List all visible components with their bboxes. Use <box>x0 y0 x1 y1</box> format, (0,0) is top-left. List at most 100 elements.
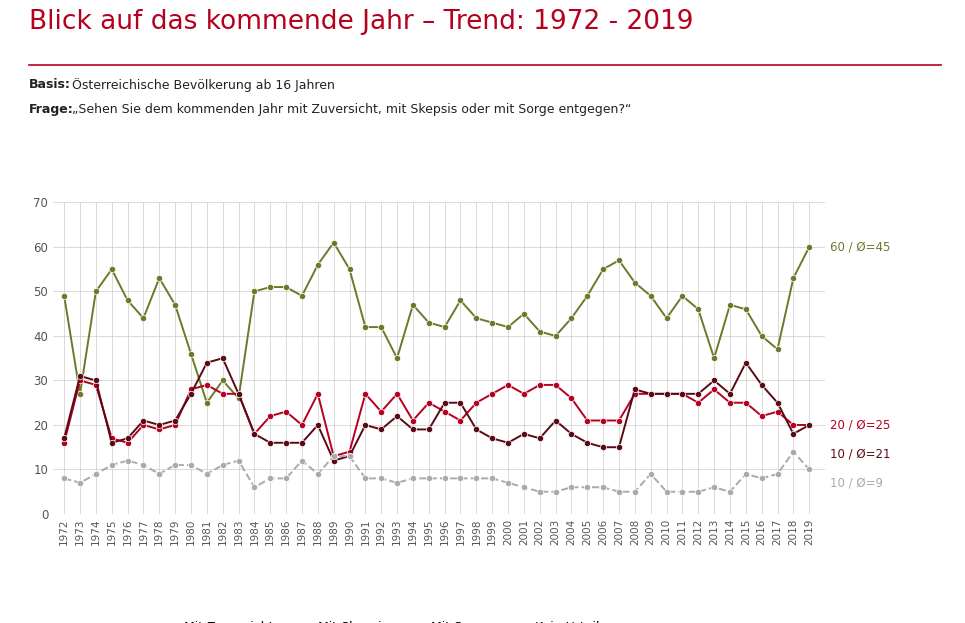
Mit Zuversicht <box>296 292 308 300</box>
Mit Sorge <box>249 430 261 437</box>
Mit Zuversicht <box>772 346 784 353</box>
Mit Sorge <box>296 439 308 447</box>
Kein Urteil <box>201 470 212 478</box>
Text: Frage:: Frage: <box>29 103 73 116</box>
Kein Urteil <box>74 479 86 487</box>
Kein Urteil <box>550 488 562 495</box>
Kein Urteil <box>407 475 419 482</box>
Text: 20 / Ø=25: 20 / Ø=25 <box>830 419 890 432</box>
Mit Sorge <box>185 390 197 397</box>
Mit Skepsis <box>360 390 372 397</box>
Mit Zuversicht <box>280 283 291 291</box>
Mit Skepsis <box>629 390 641 397</box>
Mit Skepsis <box>153 426 165 433</box>
Kein Urteil <box>90 470 101 478</box>
Mit Sorge <box>565 430 577 437</box>
Mit Skepsis <box>439 408 451 416</box>
Mit Zuversicht <box>122 297 133 304</box>
Kein Urteil <box>455 475 466 482</box>
Mit Skepsis <box>169 421 180 429</box>
Mit Skepsis <box>106 435 118 442</box>
Kein Urteil <box>724 488 735 495</box>
Line: Mit Sorge: Mit Sorge <box>61 355 813 464</box>
Kein Urteil <box>106 461 118 468</box>
Mit Zuversicht <box>787 274 799 282</box>
Kein Urteil <box>169 461 180 468</box>
Mit Sorge <box>724 390 735 397</box>
Mit Skepsis <box>375 408 387 416</box>
Mit Skepsis <box>740 399 752 406</box>
Mit Sorge <box>787 430 799 437</box>
Mit Skepsis <box>518 390 530 397</box>
Mit Sorge <box>582 439 593 447</box>
Mit Sorge <box>486 435 498 442</box>
Kein Urteil <box>249 483 261 491</box>
Mit Skepsis <box>423 399 434 406</box>
Mit Sorge <box>344 452 355 460</box>
Mit Zuversicht <box>201 399 212 406</box>
Kein Urteil <box>312 470 323 478</box>
Mit Skepsis <box>645 390 656 397</box>
Mit Sorge <box>74 373 86 380</box>
Mit Zuversicht <box>106 265 118 273</box>
Mit Sorge <box>693 390 704 397</box>
Kein Urteil <box>122 457 133 464</box>
Legend: Mit Zuversicht, Mit Skepsis, Mit Sorge, Kein Urteil: Mit Zuversicht, Mit Skepsis, Mit Sorge, … <box>151 616 604 623</box>
Mit Skepsis <box>613 417 624 424</box>
Mit Zuversicht <box>407 301 419 308</box>
Mit Zuversicht <box>439 323 451 331</box>
Kein Urteil <box>597 483 609 491</box>
Mit Sorge <box>502 439 513 447</box>
Mit Skepsis <box>185 386 197 393</box>
Mit Sorge <box>407 426 419 433</box>
Mit Zuversicht <box>518 310 530 318</box>
Kein Urteil <box>740 470 752 478</box>
Mit Sorge <box>233 390 244 397</box>
Mit Zuversicht <box>565 315 577 322</box>
Mit Sorge <box>58 435 69 442</box>
Mit Zuversicht <box>804 243 815 250</box>
Mit Sorge <box>550 417 562 424</box>
Mit Zuversicht <box>138 315 150 322</box>
Mit Skepsis <box>296 421 308 429</box>
Mit Zuversicht <box>90 288 101 295</box>
Mit Zuversicht <box>740 305 752 313</box>
Mit Skepsis <box>502 381 513 389</box>
Mit Sorge <box>217 354 229 362</box>
Kein Urteil <box>708 483 720 491</box>
Kein Urteil <box>264 475 276 482</box>
Mit Skepsis <box>597 417 609 424</box>
Kein Urteil <box>486 475 498 482</box>
Mit Zuversicht <box>391 354 402 362</box>
Mit Zuversicht <box>58 292 69 300</box>
Kein Urteil <box>185 461 197 468</box>
Kein Urteil <box>661 488 673 495</box>
Text: 10 / Ø=21: 10 / Ø=21 <box>830 447 891 460</box>
Mit Zuversicht <box>708 354 720 362</box>
Kein Urteil <box>787 448 799 455</box>
Mit Skepsis <box>708 386 720 393</box>
Text: 60 / Ø=45: 60 / Ø=45 <box>830 240 890 254</box>
Mit Sorge <box>756 381 767 389</box>
Mit Sorge <box>264 439 276 447</box>
Mit Skepsis <box>676 390 688 397</box>
Kein Urteil <box>676 488 688 495</box>
Text: Blick auf das kommende Jahr – Trend: 1972 - 2019: Blick auf das kommende Jahr – Trend: 197… <box>29 9 694 36</box>
Mit Sorge <box>708 377 720 384</box>
Kein Urteil <box>582 483 593 491</box>
Mit Zuversicht <box>185 350 197 358</box>
Mit Zuversicht <box>169 301 180 308</box>
Mit Skepsis <box>344 448 355 455</box>
Kein Urteil <box>756 475 767 482</box>
Mit Sorge <box>106 439 118 447</box>
Mit Zuversicht <box>550 332 562 340</box>
Mit Sorge <box>90 377 101 384</box>
Mit Skepsis <box>724 399 735 406</box>
Mit Skepsis <box>534 381 545 389</box>
Kein Urteil <box>391 479 402 487</box>
Mit Skepsis <box>58 439 69 447</box>
Kein Urteil <box>518 483 530 491</box>
Mit Skepsis <box>486 390 498 397</box>
Kein Urteil <box>804 466 815 473</box>
Kein Urteil <box>534 488 545 495</box>
